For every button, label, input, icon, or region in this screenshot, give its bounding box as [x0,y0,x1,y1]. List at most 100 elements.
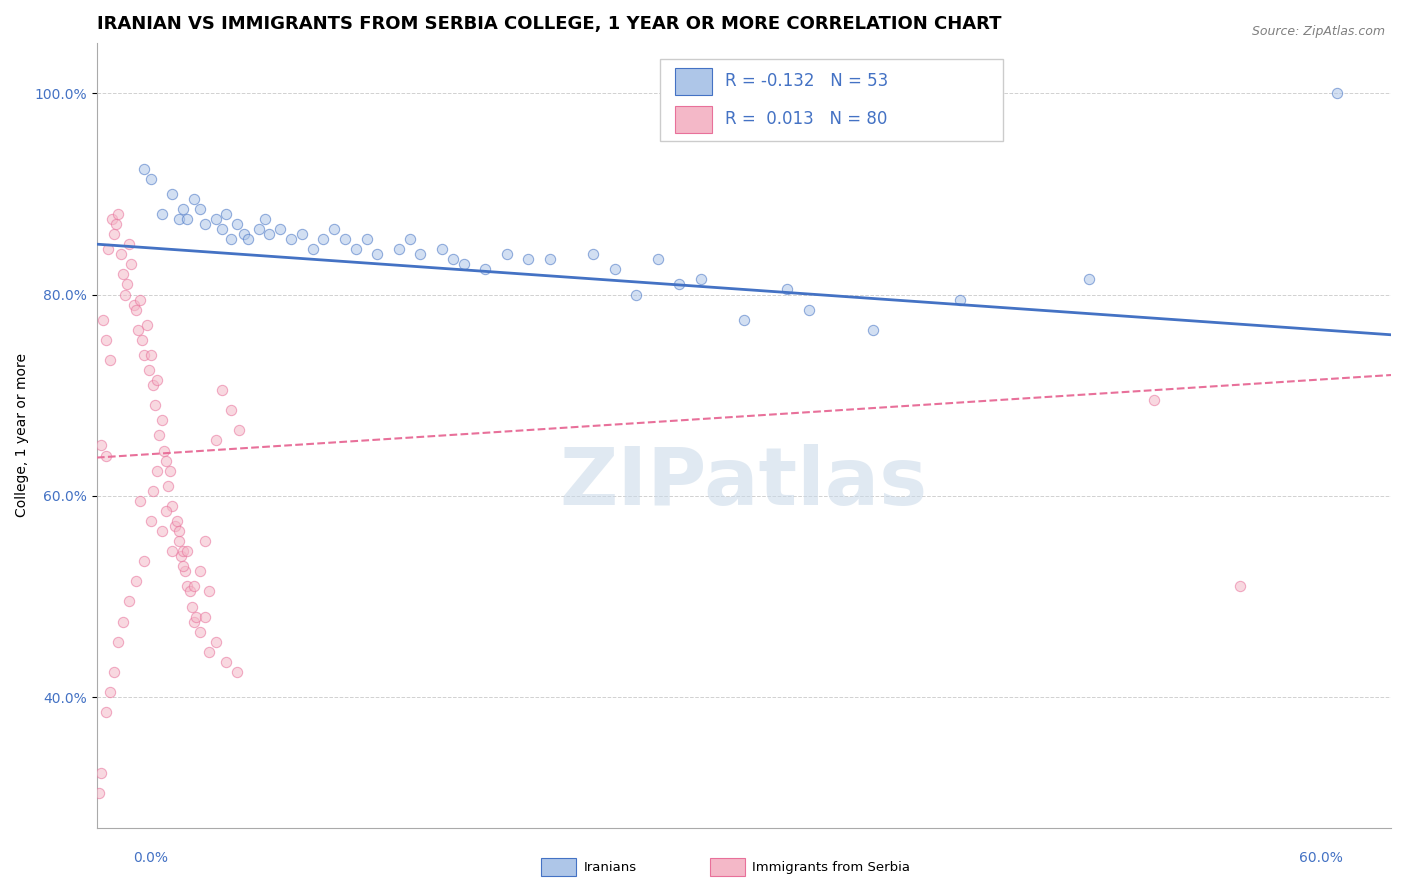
Text: Source: ZipAtlas.com: Source: ZipAtlas.com [1251,25,1385,38]
Point [90,438,112,452]
Point [166,514,188,528]
Point [167,534,190,549]
Point [280,232,302,246]
Point [138,363,160,377]
Point [94,705,117,719]
Point [1143,393,1166,408]
Point [150,413,173,427]
Point [215,207,238,221]
Point [176,579,198,593]
Text: R =  0.013   N = 80: R = 0.013 N = 80 [724,110,887,128]
Point [301,242,323,256]
Bar [675,105,711,133]
Point [453,257,475,271]
Point [150,524,173,538]
Point [647,252,669,267]
Point [146,373,169,387]
Point [259,227,281,241]
Point [146,464,169,478]
Point [430,242,453,256]
Y-axis label: College, 1 year or more: College, 1 year or more [15,353,30,517]
Point [398,232,420,246]
Point [143,398,166,412]
Point [183,192,205,206]
Point [517,252,540,267]
Point [204,434,226,448]
Point [107,634,129,648]
Point [194,534,217,549]
Point [103,227,125,241]
Point [344,242,367,256]
Point [254,212,277,227]
Text: Iranians: Iranians [583,861,637,873]
Point [134,161,156,176]
FancyBboxPatch shape [659,59,1002,141]
Point [111,268,134,282]
Point [198,584,221,599]
Point [122,297,145,311]
Text: 0.0%: 0.0% [134,851,169,865]
Point [474,262,496,277]
Point [226,665,249,679]
Point [115,277,138,292]
Point [184,609,207,624]
Point [107,207,129,221]
Point [269,222,291,236]
Point [110,247,132,261]
Point [97,242,120,256]
Text: ZIPatlas: ZIPatlas [560,443,928,522]
Point [172,559,194,574]
Point [111,615,134,629]
Point [118,237,141,252]
Point [776,283,799,297]
Point [179,584,201,599]
Point [87,786,110,800]
Point [118,594,141,608]
Point [194,217,217,231]
Point [172,202,194,216]
Point [170,549,193,564]
Point [125,574,148,589]
Point [125,302,148,317]
Point [862,323,884,337]
Point [204,212,226,227]
Point [211,383,233,397]
Point [142,378,165,392]
Point [204,634,226,648]
Point [163,519,186,533]
Point [101,212,124,227]
Point [114,287,136,301]
Point [134,348,156,362]
Text: IRANIAN VS IMMIGRANTS FROM SERBIA COLLEGE, 1 YEAR OR MORE CORRELATION CHART: IRANIAN VS IMMIGRANTS FROM SERBIA COLLEG… [97,15,1001,33]
Point [172,544,194,558]
Point [105,217,128,231]
Point [1078,272,1101,286]
Point [183,579,205,593]
Point [131,333,153,347]
Text: R = -0.132   N = 53: R = -0.132 N = 53 [724,72,887,90]
Point [668,277,690,292]
Text: 60.0%: 60.0% [1299,851,1343,865]
Point [441,252,464,267]
Point [159,464,181,478]
Point [129,493,152,508]
Point [1229,579,1251,593]
Point [624,287,647,301]
Point [333,232,356,246]
Point [162,544,184,558]
Point [139,171,162,186]
Point [190,564,212,578]
Point [183,615,205,629]
Point [155,453,177,467]
Point [236,232,259,246]
Point [167,524,190,538]
Point [409,247,432,261]
Point [162,186,184,201]
Point [247,222,270,236]
Point [174,564,197,578]
Point [190,202,212,216]
Point [93,312,115,326]
Point [167,212,190,227]
Point [291,227,314,241]
Point [150,207,173,221]
